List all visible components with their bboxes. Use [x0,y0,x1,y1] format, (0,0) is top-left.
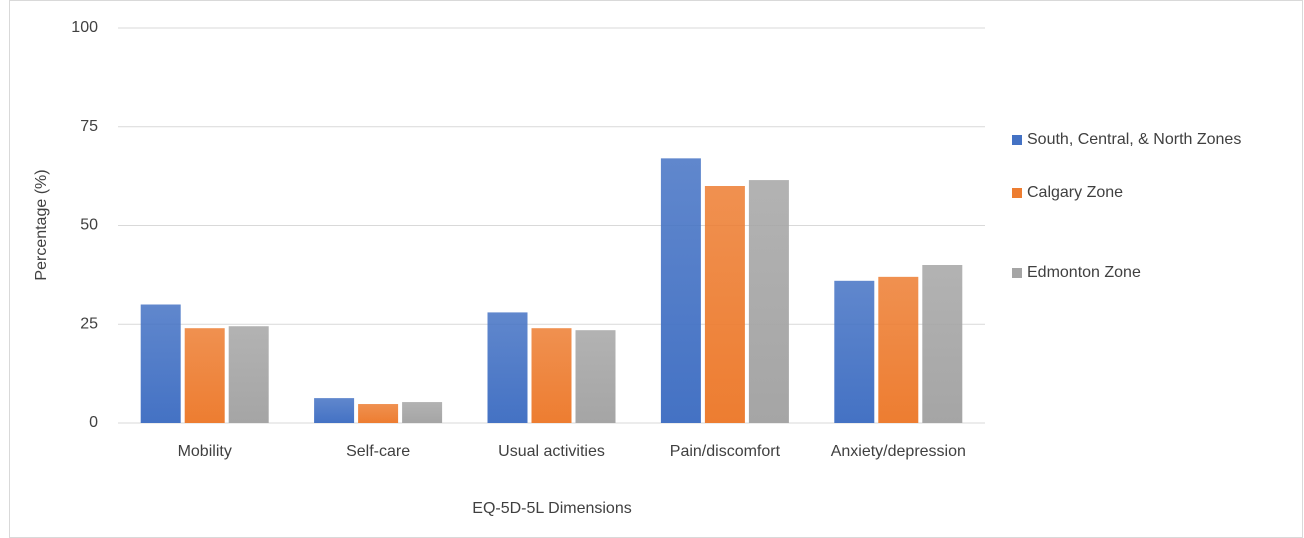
bar [704,186,745,423]
y-tick-label: 50 [80,217,98,234]
y-axis-label: Percentage (%) [33,169,50,280]
legend-label: Calgary Zone [1027,184,1123,201]
legend-label: Edmonton Zone [1027,264,1141,281]
legend-swatch [1012,188,1022,198]
bar [922,265,963,423]
bar [575,330,616,423]
x-tick-label: Self-care [346,443,410,460]
bar [878,276,919,423]
y-tick-label: 100 [71,19,98,36]
chart-frame [9,0,1303,538]
legend-swatch [1012,268,1022,278]
legend-label: South, Central, & North Zones [1027,131,1241,148]
x-axis-label: EQ-5D-5L Dimensions [472,500,631,517]
bar [834,280,875,423]
bar [140,304,181,423]
bar [184,328,225,423]
bar [748,180,789,423]
bar [358,404,399,423]
x-tick-label: Anxiety/depression [831,443,966,460]
bar [487,312,528,423]
y-tick-label: 75 [80,118,98,135]
x-tick-label: Pain/discomfort [670,443,781,460]
bar [228,326,269,423]
legend-swatch [1012,135,1022,145]
bar [660,158,701,423]
x-tick-label: Mobility [178,443,232,460]
y-tick-label: 0 [89,414,98,431]
bar [531,328,572,423]
x-tick-label: Usual activities [498,443,605,460]
y-tick-label: 25 [80,315,98,332]
bar [402,402,443,423]
bar [314,398,355,423]
